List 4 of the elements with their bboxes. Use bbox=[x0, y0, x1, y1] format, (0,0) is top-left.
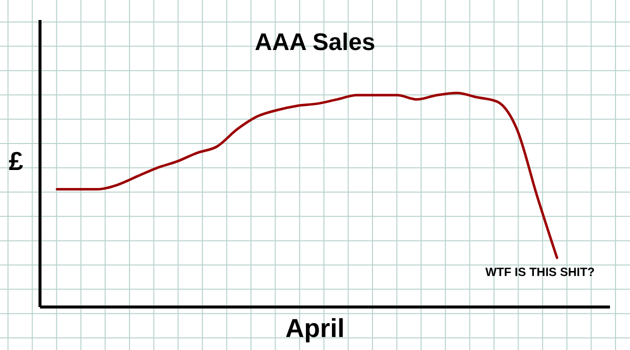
x-axis-title: April bbox=[285, 313, 345, 343]
chart-title: AAA Sales bbox=[254, 29, 376, 56]
annotation: WTF IS THIS SHIT? bbox=[485, 265, 595, 279]
y-axis-title: £ bbox=[8, 146, 24, 176]
